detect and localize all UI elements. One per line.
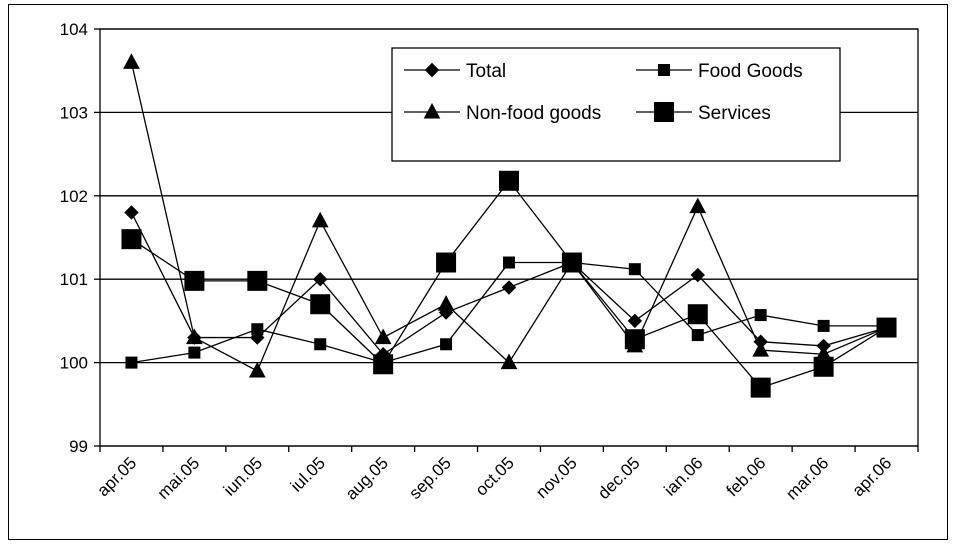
point-triangle	[248, 361, 266, 378]
x-tick-label: iul.05	[287, 453, 329, 495]
point-square-large	[750, 377, 771, 398]
point-square-large	[310, 294, 331, 315]
point-square-small	[251, 323, 264, 336]
legend-item: Total	[404, 61, 506, 82]
point-diamond	[313, 271, 328, 287]
point-diamond	[124, 205, 139, 220]
series-non-food-goods	[123, 53, 895, 378]
point-diamond	[424, 62, 440, 78]
point-square-large	[687, 304, 708, 325]
point-triangle	[689, 197, 707, 214]
x-tick-label: dec.05	[594, 453, 644, 503]
point-square-large	[436, 252, 457, 273]
legend-label: Non-food goods	[466, 103, 601, 124]
x-tick-label: iun.05	[220, 453, 266, 499]
series-line	[131, 261, 887, 364]
x-tick-label: ian.06	[660, 453, 706, 499]
point-triangle	[186, 328, 203, 345]
series-layer	[121, 53, 897, 398]
point-square-large	[624, 329, 645, 350]
point-square-large	[247, 270, 268, 291]
point-square-small	[188, 346, 201, 359]
point-square-small	[658, 64, 670, 76]
legend: Total Food Goods Non-food goods Services	[391, 47, 841, 162]
legend-item: Non-food goods	[404, 102, 601, 124]
y-tick-label: 101	[60, 270, 88, 289]
point-square-small	[503, 256, 515, 269]
point-square-large	[876, 317, 897, 338]
point-square-small	[125, 356, 138, 369]
point-square-large	[561, 252, 582, 273]
point-diamond	[690, 267, 705, 283]
x-tick-label: aug.05	[342, 453, 392, 503]
point-triangle	[311, 211, 329, 228]
x-tick-label: oct.05	[472, 453, 518, 499]
point-square-large	[654, 102, 674, 122]
legend-item: Services	[636, 102, 771, 124]
x-tick-label: apr.05	[93, 453, 140, 500]
y-tick-label: 102	[60, 187, 88, 206]
series-total	[124, 205, 894, 362]
point-square-small	[754, 309, 767, 322]
x-tick-label: nov.05	[532, 453, 581, 502]
x-tick-label: feb.06	[723, 453, 770, 500]
y-tick-label: 103	[60, 103, 88, 122]
x-tick-label: mar.06	[782, 453, 832, 503]
point-triangle	[500, 353, 518, 370]
point-square-small	[440, 338, 453, 351]
x-tick-label: sep.05	[405, 453, 455, 503]
point-square-large	[184, 270, 205, 291]
point-square-small	[817, 319, 830, 332]
legend-item: Food Goods	[636, 61, 803, 82]
point-square-large	[499, 170, 519, 191]
point-triangle	[374, 328, 392, 345]
point-square-large	[121, 229, 142, 250]
y-tick-label: 99	[69, 437, 88, 456]
legend-box	[391, 47, 841, 162]
point-square-small	[628, 263, 641, 276]
point-triangle	[123, 53, 140, 69]
series-services	[121, 170, 897, 398]
legend-label: Total	[466, 61, 506, 82]
point-square-large	[373, 354, 394, 375]
y-tick-label: 100	[60, 354, 88, 373]
point-diamond	[627, 313, 643, 329]
legend-label: Services	[698, 103, 771, 124]
point-square-small	[314, 338, 327, 351]
x-tick-label: apr.06	[849, 453, 896, 500]
x-tick-label: mai.05	[154, 453, 204, 503]
point-triangle	[437, 295, 455, 311]
point-triangle	[423, 102, 441, 119]
point-square-large	[813, 356, 834, 377]
y-tick-label: 104	[60, 20, 88, 39]
legend-label: Food Goods	[698, 61, 803, 82]
point-triangle	[752, 341, 770, 357]
point-diamond	[501, 280, 517, 295]
point-square-small	[691, 329, 704, 342]
